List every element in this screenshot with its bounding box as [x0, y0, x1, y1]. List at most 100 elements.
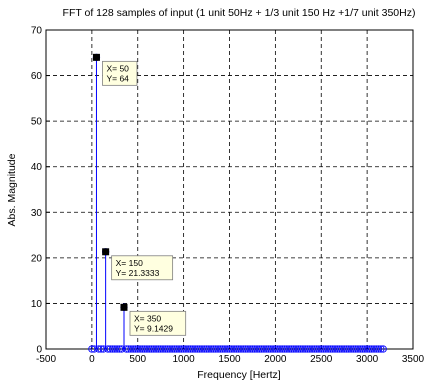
stem-marker [356, 345, 364, 353]
stem-marker [345, 345, 353, 353]
datatip-y-label: Y= 64 [106, 73, 129, 83]
y-tick-label: 10 [31, 299, 43, 310]
y-tick-label: 40 [31, 162, 43, 173]
stem-marker [374, 345, 383, 353]
stem-marker [313, 345, 321, 353]
y-tick-label: 60 [31, 71, 43, 82]
stem-marker [363, 345, 371, 353]
stem-marker [301, 345, 309, 353]
stem-marker [122, 345, 130, 353]
stem-marker [331, 345, 339, 353]
stem-marker [342, 345, 351, 353]
x-axis-label: Frequency [Hertz] [197, 369, 281, 381]
stem-marker [212, 345, 220, 353]
datatip-box [129, 310, 187, 336]
stem-marker [225, 345, 234, 353]
plot-frame [45, 29, 414, 350]
x-tick-label: 3000 [356, 354, 379, 365]
stem-marker [303, 345, 312, 353]
stem-marker [200, 345, 208, 353]
stem-marker [253, 345, 261, 353]
stem-marker [368, 345, 376, 353]
stem-marker [260, 345, 268, 353]
stem-marker [134, 345, 142, 353]
stem-marker [299, 345, 307, 353]
stem-marker [90, 345, 98, 353]
stem-marker [216, 345, 224, 353]
stem-marker [145, 345, 153, 353]
stem-marker [244, 345, 252, 353]
stem-marker [335, 345, 344, 353]
stem-marker [319, 345, 328, 353]
stem-marker [269, 345, 277, 353]
stem-marker [124, 345, 133, 353]
stem-marker [230, 345, 238, 353]
stem-marker [198, 345, 206, 353]
stem-marker [184, 345, 192, 353]
stem-marker [322, 345, 330, 353]
stem-marker [347, 345, 355, 353]
stem-marker [274, 345, 282, 353]
stem-marker [154, 345, 163, 353]
datatip-marker [92, 53, 100, 61]
stem-marker [294, 345, 302, 353]
datatip-x-label: X= 350 [134, 313, 161, 323]
stem-marker [182, 345, 190, 353]
y-tick-label: 50 [31, 117, 43, 128]
stem-marker [340, 345, 348, 353]
stem-marker [317, 345, 325, 353]
x-tick-label: 2000 [264, 354, 287, 365]
stem-marker [235, 345, 243, 353]
x-tick-label: 1000 [173, 354, 196, 365]
x-tick-label: 1500 [218, 354, 241, 365]
stem-marker [267, 345, 275, 353]
stem-marker [271, 345, 280, 353]
stem-marker [349, 345, 358, 353]
stem-marker [315, 345, 323, 353]
stem-marker [196, 345, 204, 353]
stem-marker [354, 345, 362, 353]
grid [46, 30, 413, 349]
stem-marker [248, 345, 257, 353]
stem-marker [99, 345, 107, 353]
stem-marker [296, 345, 305, 353]
stem-marker [177, 345, 185, 353]
stem-marker [358, 345, 367, 353]
stem-marker [290, 345, 298, 353]
stem-marker [333, 345, 341, 353]
stem-marker [108, 345, 117, 353]
stem-series [88, 53, 387, 353]
y-tick-label: 30 [31, 208, 43, 219]
stem-marker [218, 345, 227, 353]
stem-marker [186, 345, 195, 353]
stem-marker [338, 345, 346, 353]
stem-marker [97, 345, 105, 353]
stem-marker [246, 345, 254, 353]
stem-marker [352, 345, 360, 353]
stem-marker [175, 345, 183, 353]
stem-marker [264, 345, 273, 353]
y-axis-label: Abs. Magnitude [6, 153, 18, 226]
stem-marker [170, 345, 179, 353]
datatip-marker [120, 303, 128, 311]
datatip-y-label: Y= 21.3333 [116, 268, 160, 278]
y-tick-label: 0 [36, 345, 42, 356]
stem-marker [157, 345, 165, 353]
stem-marker [207, 345, 215, 353]
stem-marker [278, 345, 286, 353]
stem-marker [379, 345, 387, 353]
stem-marker [241, 345, 250, 353]
stem-marker [106, 345, 114, 353]
stem-marker [150, 345, 158, 353]
stem-marker [377, 345, 385, 353]
stem-marker [365, 345, 374, 353]
stem-marker [285, 345, 293, 353]
datatip-x-label: X= 150 [116, 258, 143, 268]
stem-marker [237, 345, 245, 353]
stem-marker [147, 345, 156, 353]
datatip-y-label: Y= 9.1429 [134, 323, 173, 333]
stem-marker [138, 345, 146, 353]
stem-marker [370, 345, 378, 353]
